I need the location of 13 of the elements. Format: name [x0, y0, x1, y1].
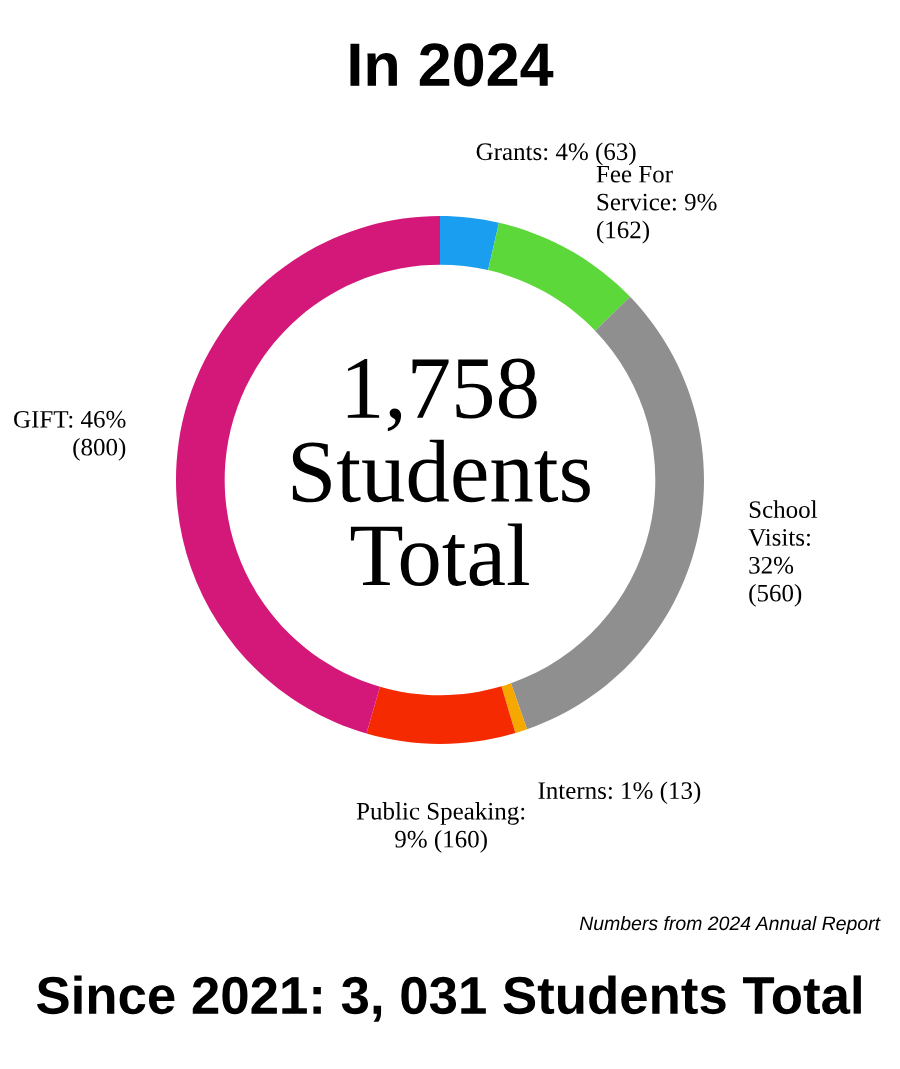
donut-slice	[366, 686, 516, 744]
chart-title: In 2024	[350, 43, 554, 87]
donut-slice	[440, 216, 499, 271]
slice-label: GIFT: 46% (800)	[14, 410, 126, 461]
slice-label: Grants: 4% (63)	[476, 142, 636, 166]
donut-slice	[501, 683, 528, 734]
slice-label: School Visits: 32% (560)	[748, 500, 818, 607]
slice-label: Fee For Service: 9% (162)	[596, 166, 717, 244]
text: Numbers from 2024 Annual Report	[579, 915, 881, 935]
slice-label: Public Speaking: 9% (160)	[356, 802, 525, 853]
slice-label: Interns: 1% (13)	[538, 781, 701, 805]
text: 1,758 Students Total	[292, 358, 590, 586]
text: Since 2021: 3, 031 Students Total	[36, 975, 861, 1022]
